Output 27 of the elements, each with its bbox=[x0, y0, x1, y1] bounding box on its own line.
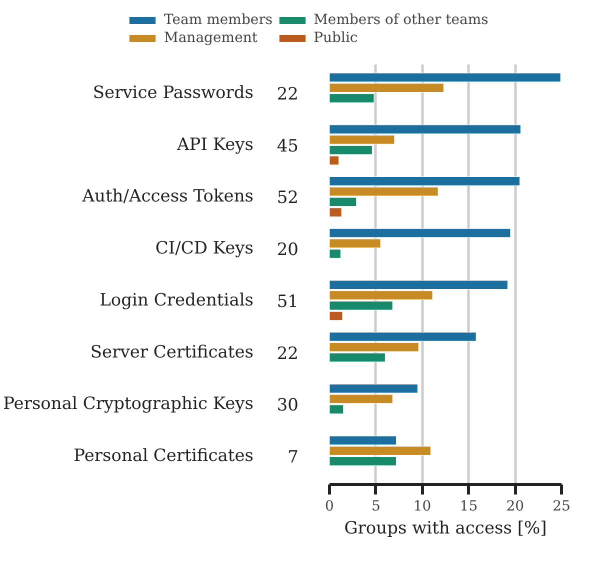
y-tick-label: Personal Cryptographic Keys bbox=[3, 394, 254, 414]
x-tick-label: 10 bbox=[413, 498, 432, 514]
x-tick-label: 15 bbox=[460, 498, 478, 514]
y-tick-label: Login Credentials bbox=[100, 290, 254, 310]
x-tick-label: 5 bbox=[371, 498, 380, 514]
y-tick-label: CI/CD Keys bbox=[155, 238, 254, 259]
text: 30 bbox=[276, 396, 299, 416]
text: 51 bbox=[276, 292, 299, 312]
y-tick-label: Personal Certificates bbox=[74, 446, 254, 466]
legend-label: Members of other teams bbox=[314, 12, 488, 28]
text: 45 bbox=[276, 136, 299, 156]
x-tick-label: 20 bbox=[506, 498, 524, 514]
legend-label: Public bbox=[314, 30, 358, 46]
y-tick-label: API Keys bbox=[176, 134, 254, 155]
text: 7 bbox=[288, 447, 299, 468]
legend-label: Team members bbox=[164, 12, 273, 28]
y-tick-label: Server Certificates bbox=[90, 342, 254, 362]
text: 22 bbox=[276, 344, 299, 364]
x-axis-title: Groups with access [%] bbox=[344, 518, 547, 538]
text: 52 bbox=[276, 188, 299, 208]
text: 22 bbox=[276, 84, 299, 105]
y-tick-label: Auth/Access Tokens bbox=[81, 186, 254, 207]
y-tick-label: Service Passwords bbox=[92, 83, 254, 104]
x-tick-label: 25 bbox=[552, 498, 570, 514]
x-tick-label: 0 bbox=[325, 498, 334, 514]
legend-label: Management bbox=[164, 30, 258, 46]
text: 20 bbox=[276, 240, 299, 260]
